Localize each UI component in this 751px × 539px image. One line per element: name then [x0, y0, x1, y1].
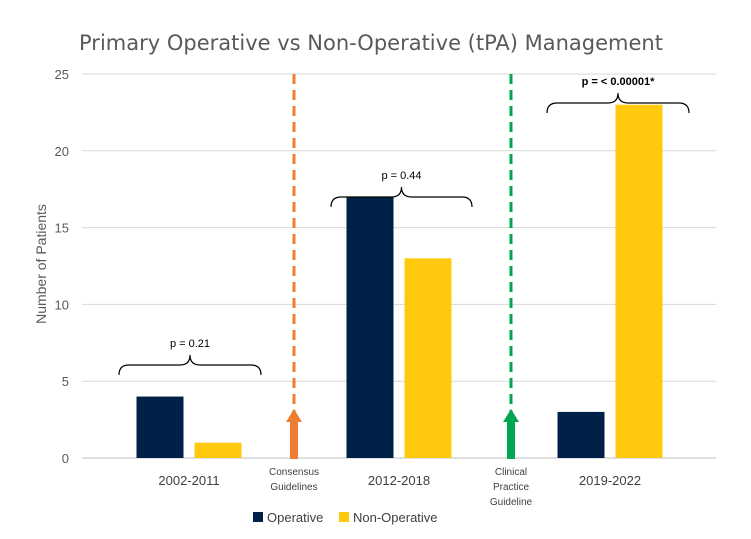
- bar-non-operative-1: [194, 442, 242, 458]
- guideline-arrow-head: [286, 409, 302, 422]
- x-category-label: 2019-2022: [579, 473, 641, 488]
- legend-label: Operative: [267, 510, 323, 525]
- y-tick-label: 25: [55, 67, 69, 82]
- guideline-caption: Practice: [493, 482, 530, 493]
- p-value-brace: [118, 354, 262, 376]
- bar-non-operative-2: [404, 258, 452, 458]
- legend-swatch-non-operative: [339, 512, 349, 522]
- legend-label: Non-Operative: [353, 510, 438, 525]
- p-value-annotations: p = 0.21 p = 0.44 p = < 0.00001*: [118, 76, 690, 376]
- x-category-label: 2012-2018: [368, 473, 430, 488]
- p-value-brace: [546, 92, 690, 114]
- y-tick-label: 15: [55, 221, 69, 236]
- p-value-label: p = 0.21: [170, 338, 210, 350]
- bar-operative-3: [557, 411, 605, 458]
- guideline-caption: Guidelines: [270, 482, 317, 493]
- guideline-caption: Guideline: [490, 497, 533, 508]
- guideline-arrow-shaft: [507, 421, 515, 459]
- y-tick-label: 20: [55, 144, 69, 159]
- p-value-label: p = < 0.00001*: [582, 76, 655, 88]
- bars: 2002-2011 2012-2018 2019-2022: [136, 104, 663, 488]
- x-category-label: 2002-2011: [158, 473, 219, 488]
- chart-title: Primary Operative vs Non-Operative (tPA)…: [79, 31, 663, 55]
- y-axis-label: Number of Patients: [33, 204, 49, 324]
- p-value-brace: [330, 186, 473, 208]
- guideline-arrow-shaft: [290, 421, 298, 459]
- y-tick-label: 10: [55, 297, 69, 312]
- bar-operative-2: [346, 196, 394, 458]
- legend: Operative Non-Operative: [253, 510, 438, 525]
- y-tick-label: 5: [62, 374, 69, 389]
- bar-operative-1: [136, 396, 184, 458]
- gridlines: 0 5 10 15 20 25: [55, 67, 716, 466]
- guideline-markers: Consensus Guidelines Clinical Practice Guide…: [269, 74, 533, 508]
- guideline-arrow-head: [503, 409, 519, 422]
- bar-non-operative-3: [615, 104, 663, 458]
- p-value-label: p = 0.44: [381, 170, 421, 182]
- legend-swatch-operative: [253, 512, 263, 522]
- guideline-caption: Consensus: [269, 467, 319, 478]
- y-tick-label: 0: [62, 451, 69, 466]
- guideline-caption: Clinical: [495, 467, 527, 478]
